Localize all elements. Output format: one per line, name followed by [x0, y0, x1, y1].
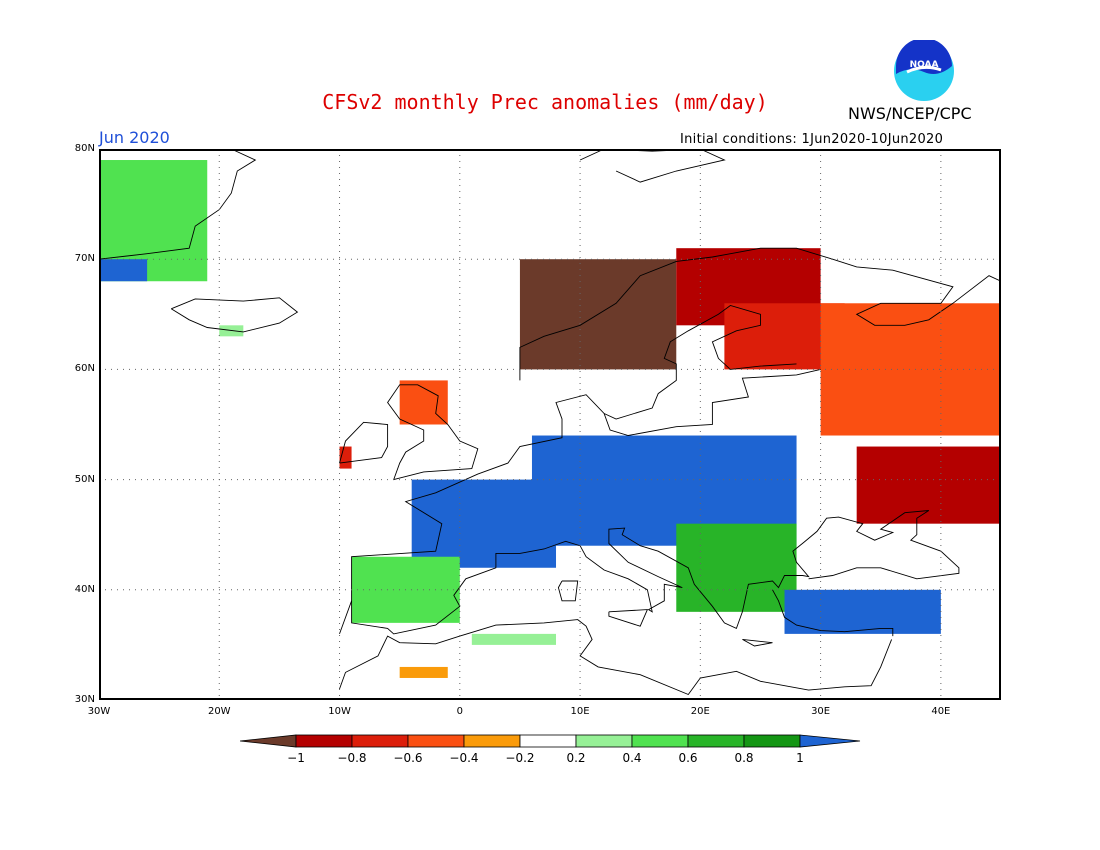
colorbar-swatch [575, 734, 633, 748]
coastline-1 [387, 384, 479, 481]
colorbar-swatch [687, 734, 745, 748]
colorbar-swatch [631, 734, 689, 748]
anomaly-region-6 [820, 303, 1001, 436]
coastline-10 [608, 609, 649, 627]
lat-tick-label: 70N [74, 253, 95, 265]
noaa-logo: NOAA [894, 40, 954, 101]
colorbar-level-label: 1 [796, 751, 804, 765]
lon-tick-label: 20E [690, 706, 710, 717]
colorbar-level-label: −1 [287, 751, 305, 765]
lon-tick-label: 0 [456, 706, 463, 717]
lon-tick-label: 10E [570, 706, 590, 717]
colorbar-swatch [351, 734, 409, 748]
map-title: CFSv2 monthly Prec anomalies (mm/day) [322, 90, 768, 114]
initial-conditions-label: Initial conditions: 1Jun2020-10Jun2020 [680, 132, 944, 147]
lon-tick-label: 20W [207, 706, 231, 717]
anomaly-region-13 [676, 523, 797, 612]
colorbar-swatch [743, 734, 801, 748]
coastline-7 [339, 619, 893, 696]
lat-tick-label: 40N [74, 583, 95, 595]
anomaly-region-1 [99, 259, 148, 282]
coastline-11 [742, 638, 773, 647]
lat-tick-label: 60N [74, 363, 95, 375]
anomaly-region-10 [411, 479, 557, 568]
colorbar [240, 734, 861, 748]
noaa-logo-text: NOAA [910, 60, 939, 70]
colorbar-level-label: 0.4 [622, 751, 642, 765]
lat-tick-label: 30N [74, 694, 95, 705]
colorbar-level-label: 0.6 [678, 751, 698, 765]
colorbar-level-label: −0.2 [505, 751, 535, 765]
colorbar-swatch [295, 734, 353, 748]
agency-label: NWS/NCEP/CPC [848, 104, 972, 123]
colorbar-level-label: −0.8 [337, 751, 367, 765]
colorbar-level-label: −0.6 [393, 751, 423, 765]
coastline-3 [519, 247, 1001, 381]
anomaly-region-14 [784, 589, 941, 634]
lon-tick-label: 30W [87, 706, 111, 717]
coastline-9 [557, 580, 579, 602]
colorbar-swatch [799, 734, 861, 748]
valid-month-label: Jun 2020 [99, 128, 170, 147]
coastline-0 [339, 368, 821, 635]
colorbar-swatch [240, 734, 297, 748]
coastline-4 [603, 305, 797, 420]
colorbar-level-label: 0.8 [734, 751, 754, 765]
coastline-2 [339, 421, 389, 464]
colorbar-level-label: 0.2 [566, 751, 586, 765]
coastline-5 [351, 510, 960, 635]
colorbar-swatch [407, 734, 465, 748]
lat-lon-grid [99, 149, 1001, 700]
lon-tick-label: 40E [931, 706, 951, 717]
precip-anomaly-map [99, 149, 1001, 700]
lon-tick-label: 30E [811, 706, 831, 717]
anomaly-region-15 [471, 633, 557, 645]
colorbar-swatch [463, 734, 521, 748]
colorbar-level-label: −0.4 [449, 751, 479, 765]
colorbar-swatch [519, 734, 577, 748]
anomaly-region-16 [399, 666, 448, 678]
anomaly-region-7 [856, 446, 1001, 524]
lat-tick-label: 50N [74, 473, 95, 485]
lon-tick-label: 10W [328, 706, 351, 717]
coastline-6 [772, 589, 894, 637]
lat-tick-label: 80N [74, 143, 95, 154]
